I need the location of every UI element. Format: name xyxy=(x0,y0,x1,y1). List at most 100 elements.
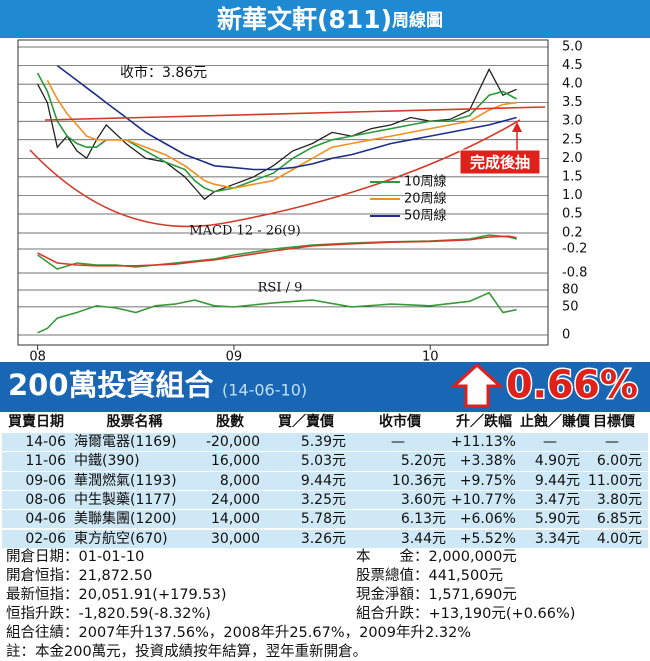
table-cell: 09-06 xyxy=(25,472,66,489)
y-tick-label: 2.5 xyxy=(562,132,583,147)
table-cell: 3.47元 xyxy=(534,491,580,508)
table-row-bg xyxy=(2,490,648,510)
summary-text: 開倉日期：01-01-10 xyxy=(6,549,145,565)
table-row-bg xyxy=(2,471,648,490)
table-row-bg xyxy=(2,433,648,452)
table-cell: 5.90元 xyxy=(534,511,580,528)
table-cell: 14-06 xyxy=(25,434,66,450)
table-cell: 3.26元 xyxy=(300,530,346,547)
portfolio-summary: 開倉日期：01-01-10 開倉恒指：21,872.50 最新恒指：20,051.9… xyxy=(0,548,650,661)
table-cell: 6.13元 xyxy=(400,511,446,528)
plot-area xyxy=(18,46,548,336)
close-annotation: 收市：3.86元 xyxy=(120,64,207,81)
table-cell: 04-06 xyxy=(25,511,66,528)
callout-arrowhead xyxy=(512,122,522,132)
y-tick-label: 80 xyxy=(562,283,579,298)
y-tick-label: 3.5 xyxy=(562,95,583,110)
y-tick-label: 0 xyxy=(562,328,570,343)
series-line xyxy=(37,291,517,334)
macd-title: MACD 12 - 26(9) xyxy=(189,224,300,239)
summary-text: 現金淨額：1,571,690元 xyxy=(356,587,517,603)
summary-text: 組合往績：2007年升137.56%，2008年升25.67%，2009年升2.… xyxy=(6,625,472,641)
summary-text: 恒指升跌：-1,820.59(-8.32%) xyxy=(6,606,211,622)
table-cell: 8,000 xyxy=(219,472,260,489)
table-cell: 4.00元 xyxy=(596,530,642,547)
legend-label: 20周線 xyxy=(404,191,447,207)
y-tick-label: -0.2 xyxy=(562,242,587,257)
table-cell: 6.00元 xyxy=(596,453,642,470)
table-cell: +3.38% xyxy=(459,453,516,470)
series-line xyxy=(56,64,517,171)
table-header: 止蝕／賺價 xyxy=(520,414,590,430)
series-line xyxy=(37,235,517,267)
table-row-bg xyxy=(2,529,648,548)
table-cell: 14,000 xyxy=(211,511,260,528)
table-cell: 08-06 xyxy=(25,491,66,508)
table-cell: 5.39元 xyxy=(300,434,346,450)
portfolio-change: 0.66% xyxy=(506,363,638,407)
callout-text: 完成後抽 xyxy=(470,154,530,172)
series-line xyxy=(46,80,517,189)
table-cell: 5.78元 xyxy=(300,511,346,528)
table-cell: 9.44元 xyxy=(300,472,346,489)
portfolio-table: 買賣日期 股票名稱 股數 買／賣價 收市價 升／跌幅 止蝕／賺價 目標價 14-06 海爾電器(1… xyxy=(0,412,650,550)
y-tick-label: 0.2 xyxy=(562,226,583,241)
y-tick-label: 0.5 xyxy=(562,207,583,222)
table-cell: 3.60元 xyxy=(400,491,446,508)
table-row-bg xyxy=(2,510,648,529)
table-cell: 海爾電器(1169) xyxy=(74,434,177,450)
table-cell: 5.03元 xyxy=(300,453,346,470)
table-header: 股票名稱 xyxy=(106,414,163,430)
summary-text: 股票總值：441,500元 xyxy=(356,568,503,584)
table-cell: 華潤燃氣(1193) xyxy=(74,472,177,489)
table-cell: 3.44元 xyxy=(400,530,446,547)
summary-text: 開倉恒指：21,872.50 xyxy=(6,568,153,584)
y-tick-label: 3.0 xyxy=(562,114,583,129)
table-cell: 24,000 xyxy=(211,491,260,508)
table-cell: — xyxy=(543,434,557,450)
table-cell: +6.06% xyxy=(459,511,516,528)
y-tick-label: 5.0 xyxy=(562,40,583,55)
trend-arc xyxy=(29,119,521,228)
callout-box xyxy=(459,149,541,175)
up-arrow xyxy=(450,362,504,408)
summary-text: 組合升跌：+13,190元(+0.66%) xyxy=(356,606,576,622)
y-tick-label: 4.0 xyxy=(562,77,583,92)
table-header: 股數 xyxy=(216,414,244,430)
table-cell: 6.85元 xyxy=(596,511,642,528)
table-header: 買／賣價 xyxy=(278,414,334,430)
table-header: 收市價 xyxy=(379,414,421,430)
table-cell: 美聯集團(1200) xyxy=(74,511,177,528)
y-tick-label: 4.5 xyxy=(562,58,583,73)
y-tick-label: 1.0 xyxy=(562,188,583,203)
summary-text: 註：本金200萬元，投資成績按年結算，翌年重新開倉。 xyxy=(6,644,368,660)
chart-title: 新華文軒(811) xyxy=(217,5,392,34)
x-tick-label: 10 xyxy=(422,350,439,365)
rsi-title: RSI / 9 xyxy=(258,281,303,296)
table-cell: 3.80元 xyxy=(596,491,642,508)
table-cell: — xyxy=(605,434,619,450)
table-cell: 5.20元 xyxy=(400,453,446,470)
table-cell: 東方航空(670) xyxy=(74,530,168,547)
table-header: 目標價 xyxy=(593,414,635,430)
legend-label: 10周線 xyxy=(404,174,447,190)
table-cell: 02-06 xyxy=(25,530,66,547)
portfolio-date: (14-06-10) xyxy=(222,381,307,400)
y-tick-label: -0.8 xyxy=(562,266,587,281)
table-cell: +5.52% xyxy=(459,530,516,547)
chart-subtitle: 周線圖 xyxy=(392,10,443,31)
table-cell: +10.77% xyxy=(450,491,516,508)
table-cell: 16,000 xyxy=(211,453,260,470)
table-cell: — xyxy=(391,434,405,450)
table-cell: 9.44元 xyxy=(534,472,580,489)
y-tick-label: 1.5 xyxy=(562,169,583,184)
title-banner xyxy=(0,0,650,38)
y-tick-label: 2.0 xyxy=(562,151,583,166)
legend-label: 50周線 xyxy=(404,208,447,224)
table-header: 買賣日期 xyxy=(8,414,64,430)
summary-text: 最新恒指：20,051.91(+179.53) xyxy=(6,587,227,603)
table-cell: +11.13% xyxy=(450,434,516,450)
table-cell: -20,000 xyxy=(205,434,260,450)
plot-frame xyxy=(17,39,549,346)
